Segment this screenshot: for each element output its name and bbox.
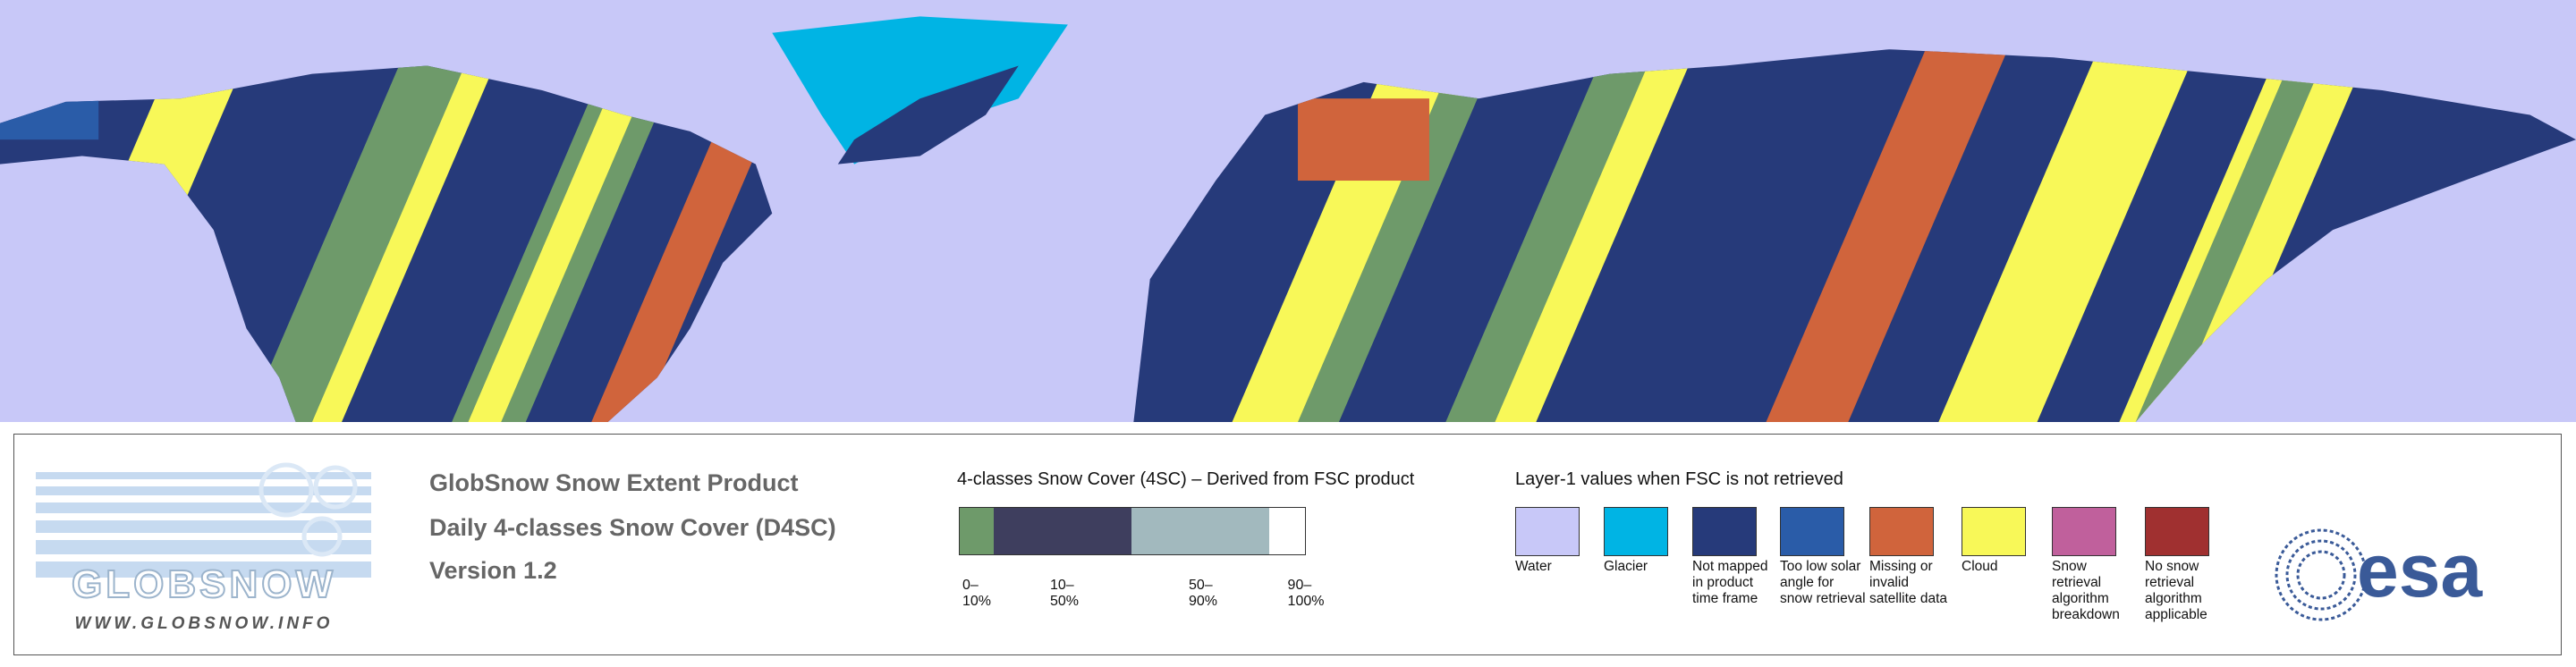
greenland xyxy=(772,16,1068,165)
fsc-swatch xyxy=(1131,508,1270,554)
header-line: Daily 4-classes Snow Cover (D4SC) xyxy=(429,514,836,541)
globsnow-wordmark: GLOBSNOW xyxy=(72,562,336,606)
legend-swatch xyxy=(2145,507,2209,556)
legend-swatch xyxy=(1604,507,1668,556)
fsc-colorbar xyxy=(959,507,1306,555)
fsc-swatch xyxy=(993,508,1131,554)
legend-swatch xyxy=(1962,507,2026,556)
fsc-class-label: 0–10% xyxy=(962,578,992,609)
fsc-legend-title: 4-classes Snow Cover (4SC) – Derived fro… xyxy=(957,469,1415,489)
fsc-swatch xyxy=(1269,508,1305,554)
cloud-swath xyxy=(1495,49,1717,422)
globsnow-url: WWW.GLOBSNOW.INFO xyxy=(75,614,334,633)
legend-label: Water xyxy=(1515,559,1552,574)
swath xyxy=(246,49,510,422)
header-line: Version 1.2 xyxy=(429,557,557,584)
missing-patch xyxy=(1298,98,1429,182)
legend-label: Too low solar angle for snow retrieval xyxy=(1780,559,1866,606)
land xyxy=(0,49,2576,422)
fsc-class-label: 50–90% xyxy=(1188,578,1218,609)
header-line: GlobSnow Snow Extent Product xyxy=(429,469,799,496)
legend-panel xyxy=(13,434,2562,655)
esa-logo: esa xyxy=(2275,528,2483,621)
legend-swatch xyxy=(1692,507,1757,556)
legend-swatch xyxy=(1515,507,1580,556)
map xyxy=(0,0,2576,422)
legend-label: Cloud xyxy=(1962,559,1998,574)
legend-swatch xyxy=(1869,507,1934,556)
globsnow-logo: GLOBSNOW WWW.GLOBSNOW.INFO xyxy=(36,462,371,633)
layer1-legend-title: Layer-1 values when FSC is not retrieved xyxy=(1515,469,1843,489)
cloud-swath xyxy=(1938,49,2218,422)
legend-label: Missing or invalid satellite data xyxy=(1869,559,1948,606)
swath xyxy=(1298,49,1520,422)
missing-swath xyxy=(1766,49,2029,422)
legend-swatch xyxy=(2052,507,2116,556)
legend-swatch xyxy=(1780,507,1844,556)
fsc-swatch xyxy=(960,508,994,554)
legend-label: Not mapped in product time frame xyxy=(1692,559,1768,606)
fsc-class-label: 90–100% xyxy=(1287,578,1325,609)
greenland-unmapped xyxy=(837,65,1019,165)
cloud-swath xyxy=(311,49,523,422)
fsc-class-label: 10–50% xyxy=(1049,578,1080,609)
legend-label: No snow retrieval algorithm applicable xyxy=(2145,559,2207,622)
legend-label: Glacier xyxy=(1604,559,1648,574)
swath xyxy=(2135,49,2350,422)
esa-wordmark: esa xyxy=(2357,528,2483,612)
legend-label: Snow retrieval algorithm breakdown xyxy=(2052,559,2120,622)
